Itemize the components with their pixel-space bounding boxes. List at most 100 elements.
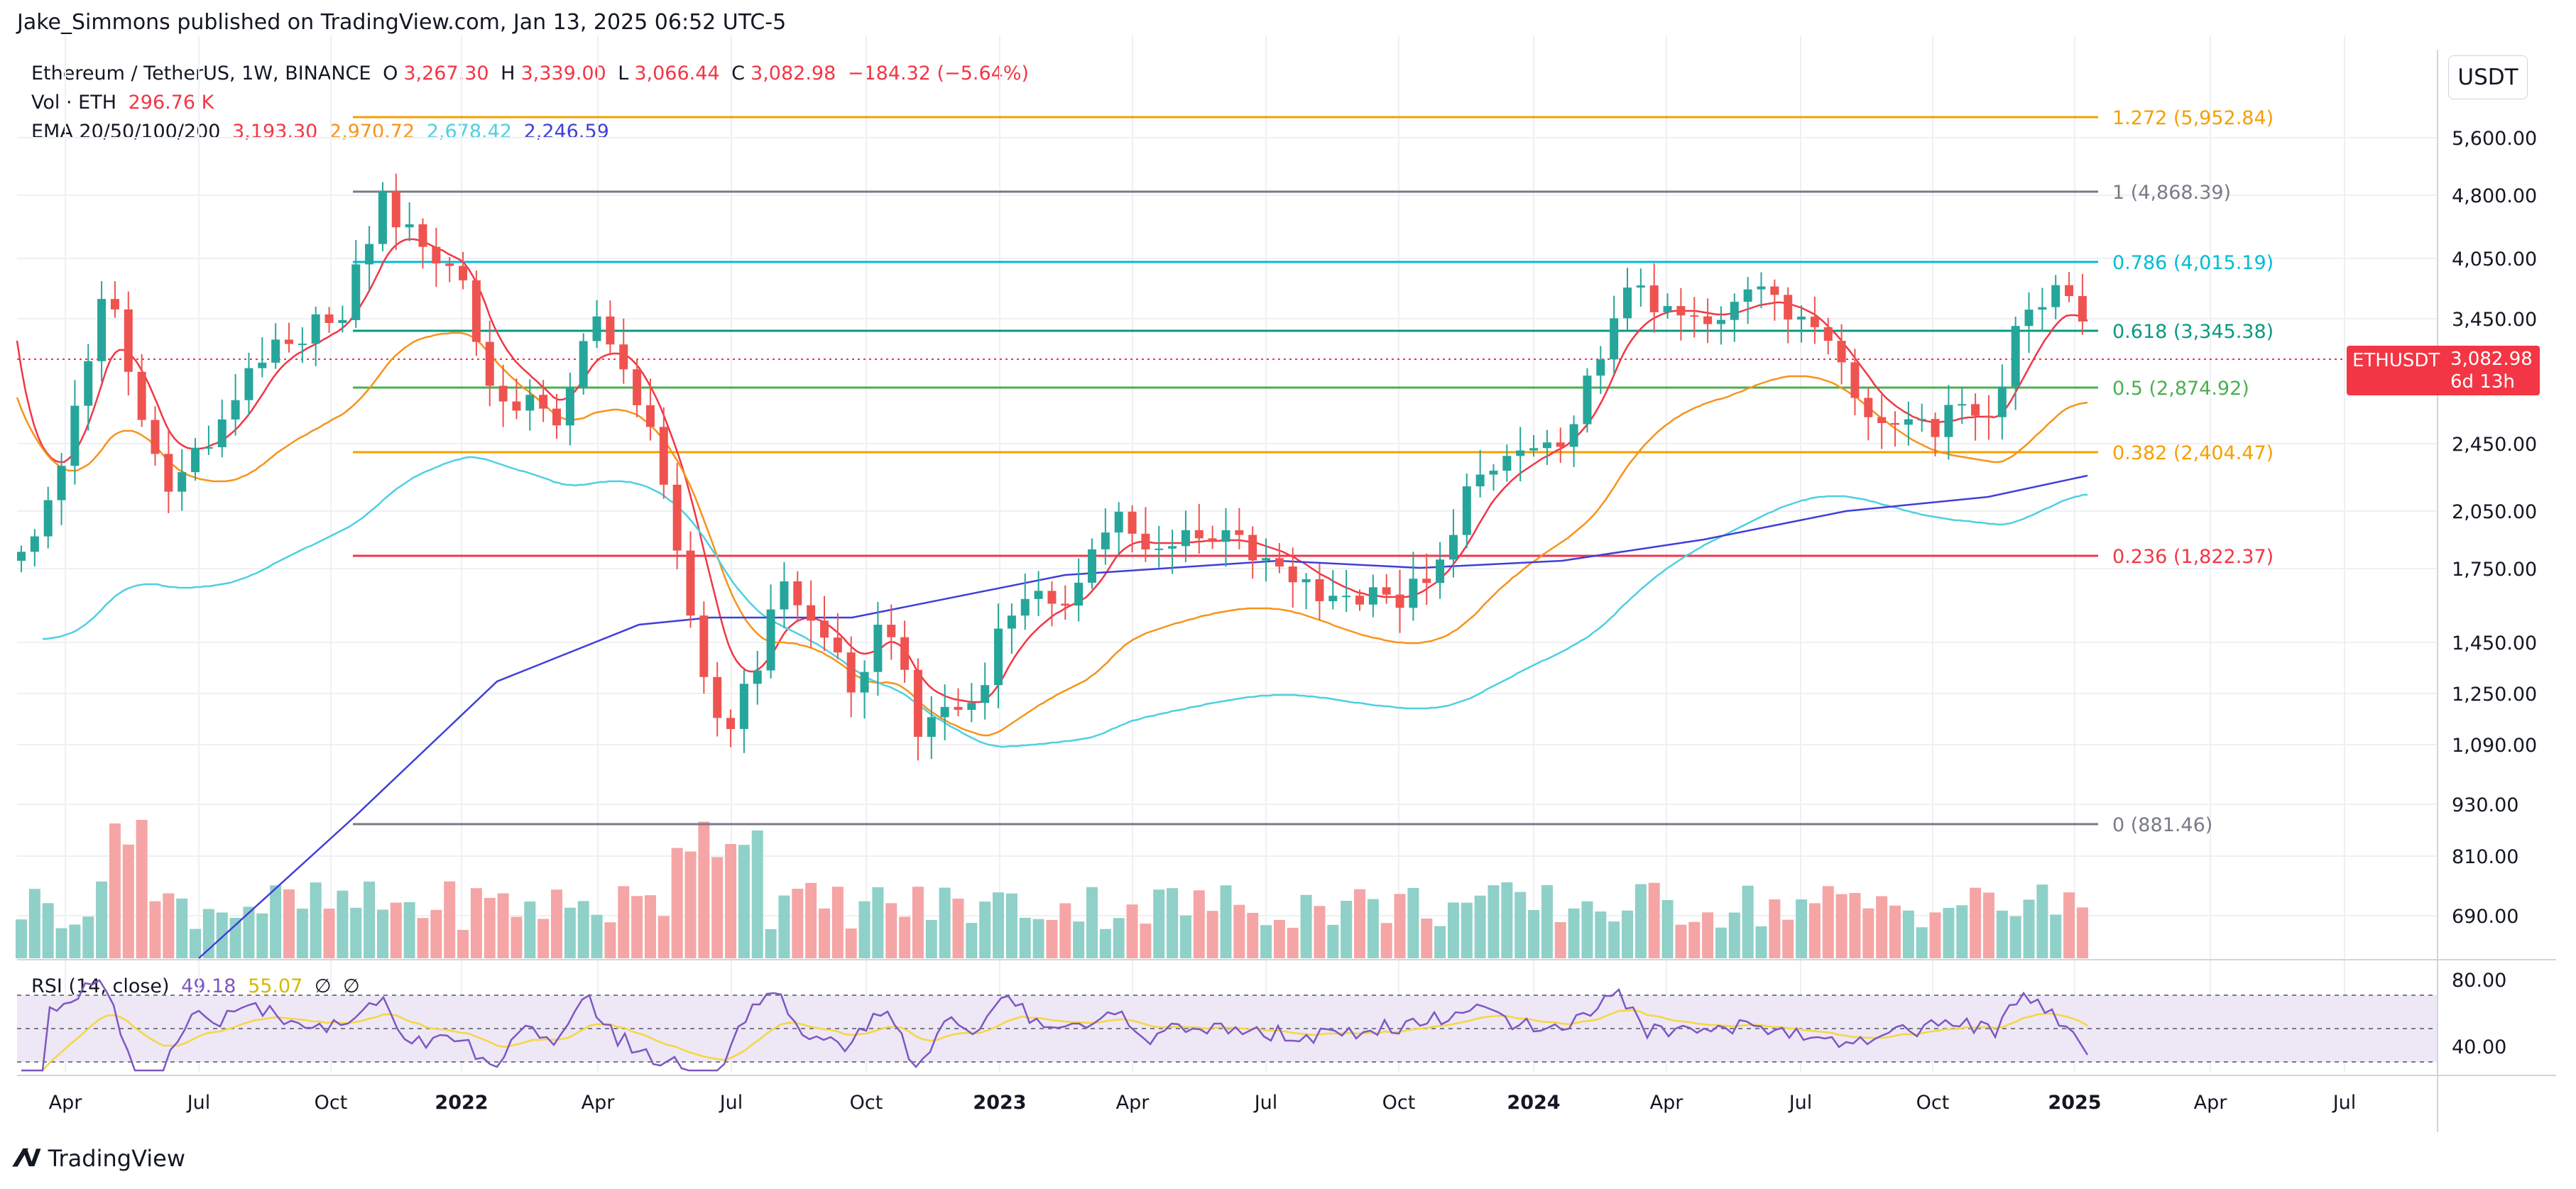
candle-body bbox=[97, 299, 107, 361]
volume-bar bbox=[82, 916, 94, 958]
candle-body bbox=[1583, 376, 1592, 424]
volume-bar bbox=[1073, 921, 1085, 958]
candle-body bbox=[378, 190, 387, 244]
volume-bar bbox=[524, 902, 536, 958]
volume-bar bbox=[1341, 901, 1353, 958]
volume-bar bbox=[310, 882, 322, 958]
candle-body bbox=[1850, 362, 1860, 398]
candle-body bbox=[1997, 386, 2007, 417]
candle-body bbox=[2011, 326, 2020, 387]
ema-label: EMA 20/50/100/200 bbox=[31, 121, 221, 143]
volume-bar bbox=[1447, 902, 1459, 958]
candle-body bbox=[1810, 317, 1819, 327]
volume-bar bbox=[1247, 912, 1259, 958]
time-axis-label: Apr bbox=[2194, 1092, 2228, 1114]
rsi-label: RSI (14, close) bbox=[31, 975, 170, 997]
volume-bar bbox=[1902, 910, 1914, 958]
candle-body bbox=[645, 405, 655, 427]
volume-bar bbox=[430, 909, 442, 958]
volume-label: Vol · ETH bbox=[31, 92, 116, 114]
candle-body bbox=[1168, 546, 1177, 549]
volume-bar bbox=[1568, 908, 1580, 958]
candle-body bbox=[766, 609, 775, 671]
candle-body bbox=[204, 447, 213, 449]
candle-body bbox=[1155, 548, 1164, 550]
candle-body bbox=[231, 400, 240, 420]
candle-body bbox=[1141, 533, 1150, 550]
rsi-legend: RSI (14, close) 49.18 55.07 ∅ ∅ bbox=[31, 975, 366, 997]
candle-body bbox=[1489, 471, 1498, 475]
footer-brand[interactable]: ⁄⁄V TradingView bbox=[17, 1144, 185, 1173]
time-axis-label: 2023 bbox=[973, 1092, 1026, 1114]
volume-bar bbox=[1260, 925, 1272, 958]
ema50-line bbox=[16, 332, 2088, 737]
candle-body bbox=[311, 314, 320, 344]
volume-bar bbox=[122, 844, 134, 958]
price-axis-label: 4,050.00 bbox=[2452, 248, 2537, 270]
candle-body bbox=[365, 243, 374, 265]
candle-body bbox=[1462, 486, 1471, 535]
volume-bar bbox=[1608, 921, 1620, 958]
candle-body bbox=[1194, 530, 1204, 539]
volume-bar bbox=[1515, 892, 1527, 958]
volume-bar bbox=[270, 885, 282, 958]
time-axis-label: Jul bbox=[1788, 1092, 1813, 1114]
rsi-extra-2: ∅ bbox=[343, 975, 360, 997]
price-axis-label: 930.00 bbox=[2452, 794, 2518, 816]
candle-body bbox=[1529, 448, 1539, 451]
volume-bar bbox=[1982, 892, 1994, 958]
volume-bar bbox=[751, 830, 763, 958]
candle-body bbox=[726, 718, 736, 730]
volume-bar bbox=[2023, 899, 2035, 958]
volume-legend: Vol · ETH 296.76 K bbox=[31, 92, 219, 114]
currency-unit-button[interactable]: USDT bbox=[2448, 55, 2528, 99]
volume-bar bbox=[1528, 910, 1540, 958]
volume-bar bbox=[1273, 919, 1285, 958]
time-axis-label: Apr bbox=[1650, 1092, 1684, 1114]
candle-body bbox=[807, 605, 816, 621]
candle-body bbox=[994, 628, 1003, 686]
candle-body bbox=[1610, 318, 1619, 360]
ema200-value: 2,246.59 bbox=[523, 121, 609, 143]
volume-bar bbox=[457, 929, 469, 958]
candle-body bbox=[1101, 532, 1110, 549]
ohlc-change: −184.32 (−5.64%) bbox=[847, 62, 1030, 84]
volume-bar bbox=[1808, 903, 1821, 958]
price-axis-label: 690.00 bbox=[2452, 906, 2518, 928]
fib-label-0.5: 0.5 (2,874.92) bbox=[2112, 378, 2249, 400]
candle-body bbox=[1368, 587, 1377, 605]
volume-bar bbox=[202, 909, 214, 958]
ohlc-low: L 3,066.44 bbox=[618, 62, 720, 84]
ohlc-open: O 3,267.30 bbox=[383, 62, 489, 84]
candle-body bbox=[2038, 307, 2047, 310]
candle-body bbox=[1596, 359, 1605, 376]
ema200-line bbox=[198, 474, 2088, 959]
volume-bar bbox=[1728, 912, 1740, 958]
candle-body bbox=[324, 314, 334, 323]
volume-bar bbox=[577, 901, 589, 958]
volume-bar bbox=[1059, 903, 1071, 958]
candle-body bbox=[351, 264, 361, 320]
candle-body bbox=[780, 581, 789, 610]
fib-label-0.618: 0.618 (3,345.38) bbox=[2112, 321, 2274, 343]
ema100-line bbox=[43, 456, 2087, 748]
volume-bar bbox=[993, 892, 1005, 958]
candle-body bbox=[1288, 566, 1297, 583]
candle-body bbox=[525, 395, 535, 411]
candle-body bbox=[1623, 287, 1632, 319]
time-axis-label: Jul bbox=[186, 1092, 211, 1114]
time-axis-label: Jul bbox=[719, 1092, 743, 1114]
volume-bar bbox=[831, 887, 844, 958]
candle-body bbox=[565, 387, 574, 426]
candle-body bbox=[954, 706, 963, 710]
candle-body bbox=[1502, 456, 1512, 471]
candlesticks bbox=[17, 173, 2087, 761]
tradingview-logo-icon: ⁄⁄V bbox=[17, 1144, 41, 1173]
volume-bar bbox=[1688, 921, 1701, 958]
volume-bars bbox=[16, 820, 2088, 958]
volume-bar bbox=[1140, 924, 1152, 958]
candle-body bbox=[1984, 415, 1993, 417]
candle-body bbox=[1235, 530, 1244, 535]
volume-bar bbox=[684, 851, 697, 958]
